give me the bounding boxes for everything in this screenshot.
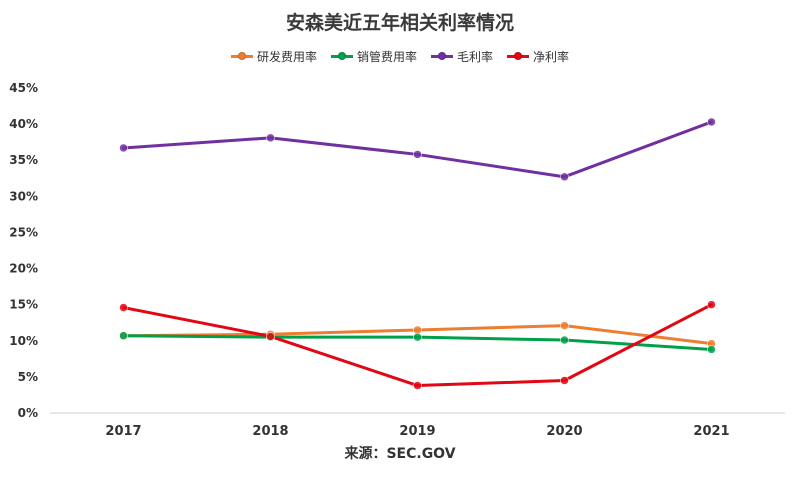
x-tick-label: 2019 [399, 424, 435, 439]
legend-swatch-rd [230, 52, 253, 60]
legend-swatch-sga [330, 52, 353, 60]
y-tick-label: 30% [9, 189, 38, 203]
data-point [413, 332, 422, 342]
data-point [119, 143, 128, 153]
x-tick-label: 2021 [693, 424, 729, 439]
y-tick-label: 35% [9, 153, 38, 167]
data-point [560, 321, 569, 330]
source-note: 来源：SEC.GOV [344, 446, 456, 462]
data-point [266, 133, 275, 143]
data-point [413, 325, 422, 335]
legend-item-net: 净利率 [507, 48, 569, 65]
chart-legend: 研发费用率 销管费用率 毛利率 净利率 [0, 48, 800, 65]
legend-item-rd: 研发费用率 [230, 48, 317, 65]
x-tick-label: 2020 [546, 424, 582, 439]
data-point [413, 150, 422, 159]
chart-title: 安森美近五年相关利率情况 [285, 12, 514, 34]
data-point [413, 381, 422, 390]
y-tick-label: 25% [9, 225, 38, 239]
y-tick-label: 5% [18, 370, 38, 384]
y-tick-label: 0% [18, 406, 38, 420]
y-tick-label: 15% [9, 298, 38, 312]
data-point [707, 345, 716, 354]
legend-swatch-gross [431, 52, 453, 60]
y-tick-label: 45% [9, 81, 38, 95]
data-point [119, 331, 128, 340]
y-tick-label: 10% [9, 334, 38, 348]
data-point [707, 117, 716, 127]
legend-item-gross: 毛利率 [431, 48, 493, 65]
y-tick-label: 20% [9, 262, 38, 276]
legend-swatch-net [507, 52, 530, 60]
legend-label-net: 净利率 [533, 50, 570, 64]
data-point [119, 303, 128, 312]
data-point [560, 376, 569, 385]
data-point [560, 172, 569, 182]
x-tick-label: 2018 [252, 424, 288, 439]
data-point [266, 332, 275, 341]
data-point [560, 335, 569, 345]
data-point [707, 300, 716, 309]
x-tick-label: 2017 [105, 424, 141, 439]
legend-label-rd: 研发费用率 [256, 50, 317, 64]
legend-label-gross: 毛利率 [457, 50, 494, 64]
y-tick-label: 40% [9, 117, 38, 131]
series-line-2 [122, 120, 713, 179]
legend-label-sga: 销管费用率 [356, 50, 417, 64]
legend-item-sga: 销管费用率 [330, 48, 417, 65]
